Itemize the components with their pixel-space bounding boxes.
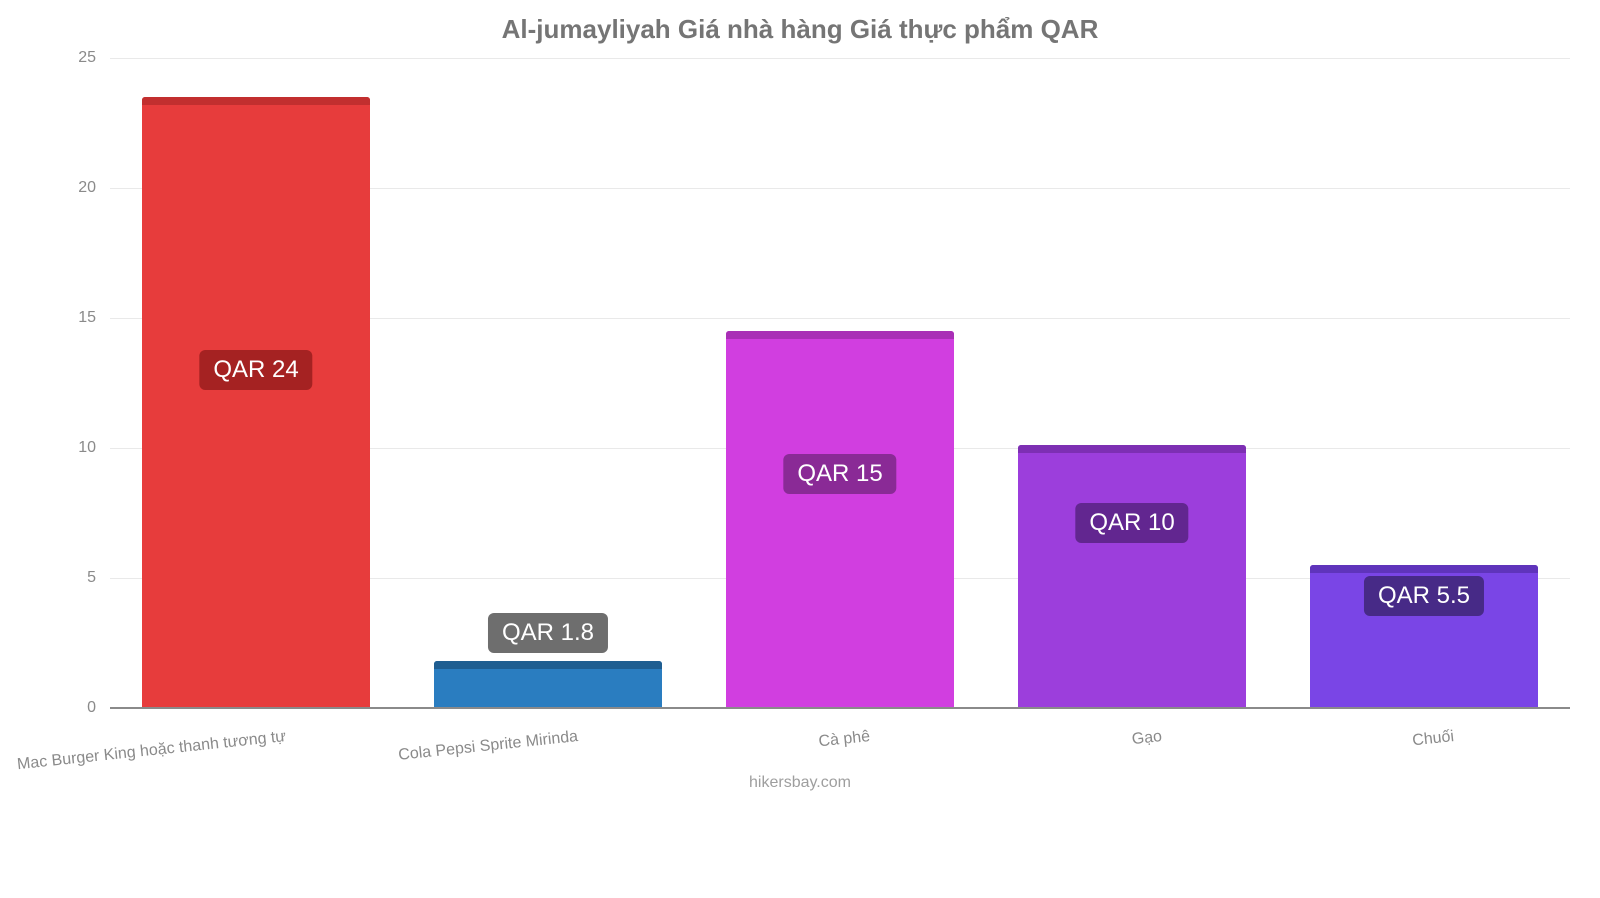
y-tick-label: 20: [0, 179, 96, 197]
y-tick-label: 5: [0, 569, 96, 587]
value-badge: QAR 24: [199, 350, 312, 390]
value-badge: QAR 5.5: [1364, 576, 1484, 616]
value-badge: QAR 1.8: [488, 613, 608, 653]
value-badges-layer: QAR 24 QAR 1.8 QAR 15 QAR 10 QAR 5.5: [110, 58, 1570, 708]
value-badge: QAR 15: [783, 454, 896, 494]
y-tick-label: 15: [0, 309, 96, 327]
y-tick-label: 0: [0, 699, 96, 717]
y-tick-label: 25: [0, 49, 96, 67]
plot-area: QAR 24 QAR 1.8 QAR 15 QAR 10 QAR 5.5: [110, 58, 1570, 708]
x-axis-baseline: [110, 707, 1570, 709]
credit-text: hikersbay.com: [0, 774, 1600, 792]
chart-container: Al-jumayliyah Giá nhà hàng Giá thực phẩm…: [0, 0, 1600, 800]
chart-title: Al-jumayliyah Giá nhà hàng Giá thực phẩm…: [0, 14, 1600, 45]
y-tick-label: 10: [0, 439, 96, 457]
value-badge: QAR 10: [1075, 503, 1188, 543]
